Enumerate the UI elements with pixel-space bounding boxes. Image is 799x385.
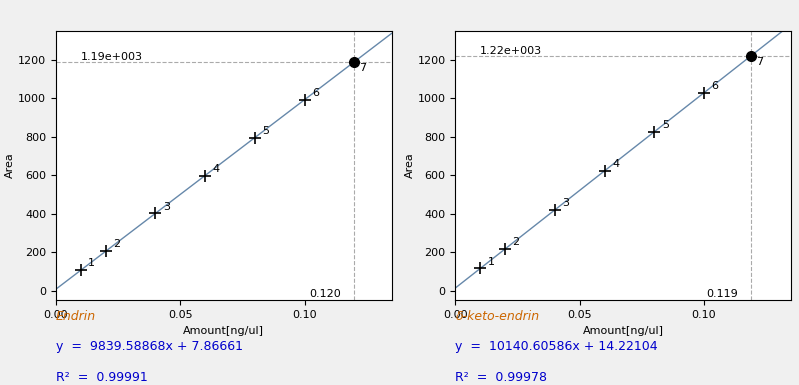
X-axis label: Amount[ng/ul]: Amount[ng/ul] bbox=[582, 326, 664, 336]
Text: 1: 1 bbox=[88, 258, 95, 268]
Text: R²  =  0.99978: R² = 0.99978 bbox=[455, 371, 547, 384]
Text: 4: 4 bbox=[213, 164, 220, 174]
Y-axis label: Area: Area bbox=[405, 153, 415, 178]
Text: y  =  9839.58868x + 7.86661: y = 9839.58868x + 7.86661 bbox=[56, 340, 243, 353]
Text: δ-keto-endrin: δ-keto-endrin bbox=[455, 310, 539, 323]
Text: 3: 3 bbox=[163, 201, 170, 211]
Text: y  =  10140.60586x + 14.22104: y = 10140.60586x + 14.22104 bbox=[455, 340, 658, 353]
Text: 1.22e+003: 1.22e+003 bbox=[480, 46, 543, 56]
Text: 7: 7 bbox=[756, 57, 763, 67]
Text: 6: 6 bbox=[312, 88, 319, 98]
Text: 1: 1 bbox=[487, 256, 495, 266]
Text: R²  =  0.99991: R² = 0.99991 bbox=[56, 371, 148, 384]
Text: 3: 3 bbox=[562, 198, 570, 208]
Text: 0.120: 0.120 bbox=[309, 290, 341, 300]
Text: 0.119: 0.119 bbox=[706, 290, 738, 300]
Text: 4: 4 bbox=[612, 159, 619, 169]
Y-axis label: Area: Area bbox=[6, 153, 15, 178]
Text: 2: 2 bbox=[513, 237, 519, 247]
Text: 2: 2 bbox=[113, 239, 120, 249]
Text: 1.19e+003: 1.19e+003 bbox=[81, 52, 143, 62]
Text: 5: 5 bbox=[262, 126, 269, 136]
Text: Endrin: Endrin bbox=[56, 310, 96, 323]
Text: 7: 7 bbox=[360, 64, 366, 74]
X-axis label: Amount[ng/ul]: Amount[ng/ul] bbox=[183, 326, 264, 336]
Text: 5: 5 bbox=[662, 120, 669, 130]
Text: 6: 6 bbox=[711, 81, 718, 91]
